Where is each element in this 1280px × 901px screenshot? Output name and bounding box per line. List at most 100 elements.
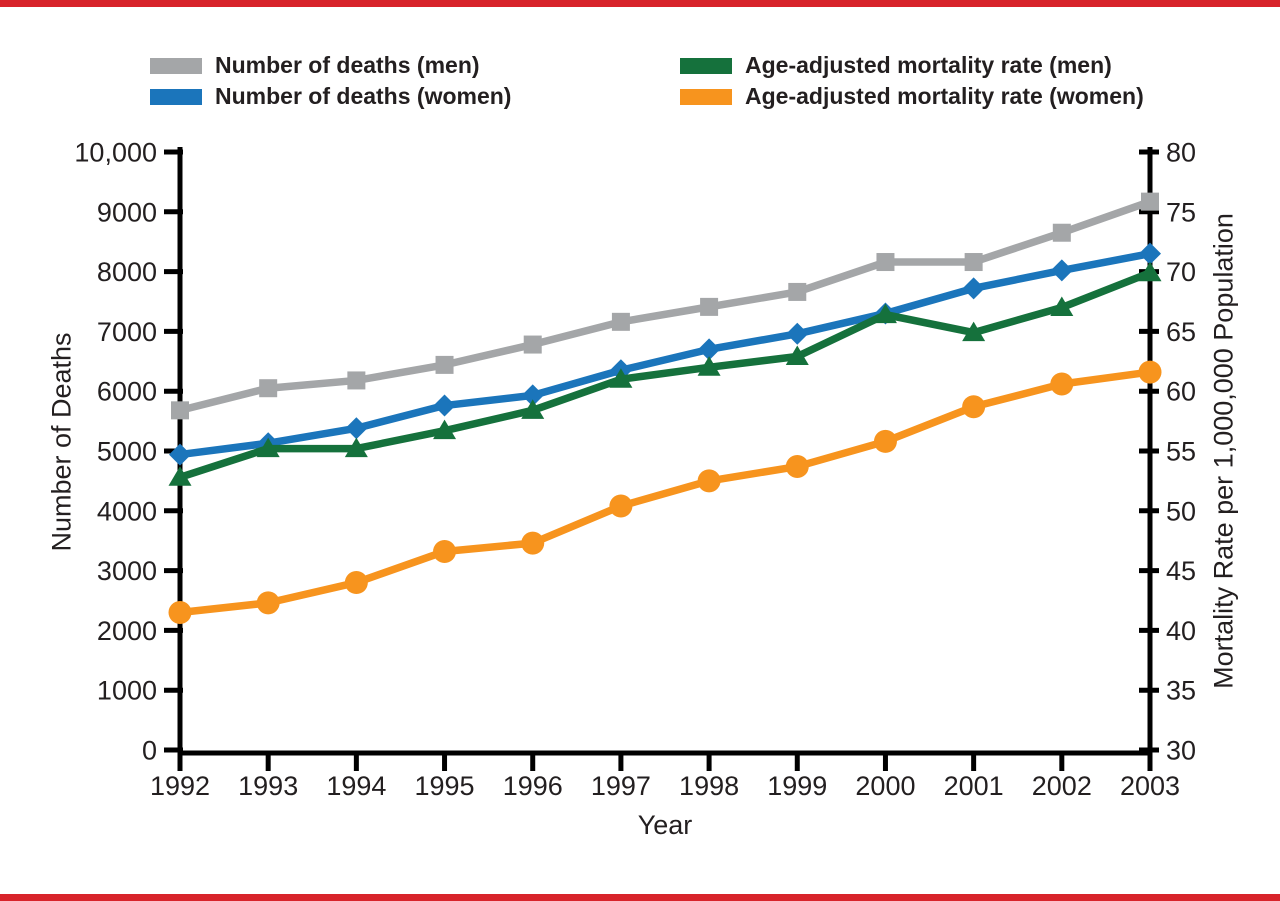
right-axis-tick-label: 40 <box>1166 616 1196 646</box>
legend-item-rate-women: Age-adjusted mortality rate (women) <box>680 81 1144 112</box>
left-axis-tick-label: 5000 <box>97 437 157 467</box>
legend-swatch-rate-men <box>680 57 732 74</box>
data-point-rate-women <box>344 571 368 595</box>
legend-item-deaths-women: Number of deaths (women) <box>150 81 680 112</box>
left-y-axis-title: Number of Deaths <box>46 332 77 552</box>
data-point-rate-women <box>697 469 721 493</box>
data-point-deaths-men <box>788 282 807 301</box>
bottom-accent-bar <box>0 894 1280 901</box>
right-axis-tick-label: 75 <box>1166 197 1196 227</box>
data-point-deaths-women <box>169 443 191 466</box>
left-axis-tick-label: 7000 <box>97 317 157 347</box>
left-axis-tick-label: 6000 <box>97 377 157 407</box>
data-point-deaths-women <box>1050 259 1073 282</box>
right-axis-tick-label: 65 <box>1166 317 1196 347</box>
chart-legend: Number of deaths (men) Number of deaths … <box>150 50 1144 112</box>
data-point-rate-women <box>873 429 897 453</box>
data-point-rate-women <box>1138 360 1162 384</box>
data-point-deaths-men <box>171 401 189 420</box>
top-accent-bar <box>0 0 1280 7</box>
data-point-deaths-men <box>523 335 542 354</box>
data-point-deaths-women <box>786 322 809 345</box>
legend-swatch-deaths-women <box>150 88 202 105</box>
data-point-rate-women <box>609 494 633 518</box>
series-line-deaths-men <box>179 198 1152 414</box>
right-axis-tick-label: 30 <box>1166 736 1196 766</box>
x-axis-tick-label: 1993 <box>238 771 298 801</box>
data-point-deaths-men <box>1052 223 1071 242</box>
data-point-deaths-women <box>345 417 368 440</box>
legend-swatch-rate-women <box>680 88 732 105</box>
data-point-deaths-men <box>876 253 895 272</box>
legend-item-deaths-men: Number of deaths (men) <box>150 50 680 81</box>
data-point-rate-men <box>609 368 633 388</box>
data-point-rate-men <box>433 419 457 440</box>
left-axis-tick-label: 4000 <box>97 496 157 526</box>
data-point-rate-women <box>256 591 280 615</box>
data-point-rate-men <box>1138 261 1162 282</box>
left-axis-tick-label: 0 <box>142 736 157 766</box>
x-axis-tick-label: 1995 <box>415 771 475 801</box>
right-axis-tick-label: 60 <box>1166 377 1196 407</box>
right-axis-tick-label: 55 <box>1166 437 1196 467</box>
data-point-rate-women <box>168 600 192 624</box>
data-point-rate-women <box>433 539 457 563</box>
left-axis-tick-label: 3000 <box>97 556 157 586</box>
data-point-deaths-men <box>435 355 454 374</box>
data-point-rate-men <box>962 321 986 342</box>
legend-label-deaths-men: Number of deaths (men) <box>215 52 480 78</box>
data-point-rate-men <box>521 399 545 419</box>
x-axis-tick-label: 1998 <box>679 771 739 801</box>
x-axis-tick-label: 1992 <box>150 771 210 801</box>
x-axis-tick-label: 1996 <box>503 771 563 801</box>
series-line-rate-men <box>178 269 1152 481</box>
data-point-rate-men <box>873 303 897 324</box>
data-point-deaths-women <box>1139 242 1161 265</box>
right-axis-tick-label: 80 <box>1166 138 1196 168</box>
data-point-deaths-women <box>521 384 544 407</box>
data-point-deaths-men <box>700 297 719 316</box>
data-point-rate-men <box>1050 296 1074 316</box>
right-axis-tick-label: 45 <box>1166 556 1196 586</box>
x-axis-tick-label: 1994 <box>326 771 386 801</box>
data-point-deaths-men <box>1141 192 1159 211</box>
left-axis-tick-label: 1000 <box>97 676 157 706</box>
series-line-rate-women <box>179 368 1151 617</box>
x-axis-title: Year <box>637 810 693 840</box>
data-point-deaths-men <box>347 371 366 390</box>
legend-swatch-deaths-men <box>150 57 202 74</box>
data-point-deaths-men <box>611 312 630 331</box>
series-line-deaths-women <box>179 249 1151 459</box>
legend-label-deaths-women: Number of deaths (women) <box>215 83 512 109</box>
data-point-rate-men <box>344 437 368 458</box>
data-point-rate-women <box>962 395 986 419</box>
data-point-rate-women <box>521 531 545 555</box>
right-y-axis-title: Mortality Rate per 1,000,000 Population <box>1208 213 1239 689</box>
data-point-rate-men <box>785 345 809 366</box>
left-axis-tick-label: 8000 <box>97 257 157 287</box>
right-axis-tick-label: 35 <box>1166 676 1196 706</box>
right-axis-tick-label: 70 <box>1166 257 1196 287</box>
left-axis-tick-label: 9000 <box>97 197 157 227</box>
data-point-rate-women <box>785 455 809 479</box>
x-axis-tick-label: 1997 <box>591 771 651 801</box>
x-axis-tick-label: 2002 <box>1032 771 1092 801</box>
data-point-deaths-men <box>964 253 983 272</box>
x-axis-tick-label: 2000 <box>855 771 915 801</box>
data-point-rate-men <box>256 437 280 458</box>
data-point-deaths-women <box>698 338 721 361</box>
data-point-rate-men <box>697 356 721 376</box>
data-point-deaths-women <box>433 394 456 417</box>
x-axis-tick-label: 2003 <box>1120 771 1180 801</box>
right-axis-tick-label: 50 <box>1166 496 1196 526</box>
legend-label-rate-women: Age-adjusted mortality rate (women) <box>745 83 1144 109</box>
left-axis-tick-label: 10,000 <box>74 138 157 168</box>
legend-item-rate-men: Age-adjusted mortality rate (men) <box>680 50 1144 81</box>
data-point-deaths-women <box>962 277 985 300</box>
data-point-deaths-men <box>259 379 278 398</box>
legend-label-rate-men: Age-adjusted mortality rate (men) <box>745 52 1112 78</box>
x-axis-tick-label: 2001 <box>944 771 1004 801</box>
left-axis-tick-label: 2000 <box>97 616 157 646</box>
